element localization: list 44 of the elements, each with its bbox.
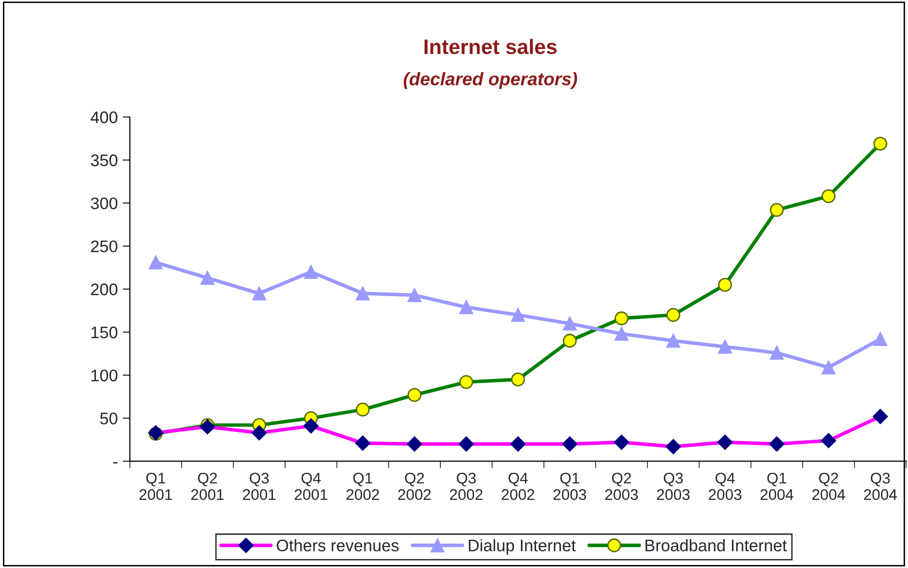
chart-subtitle: (declared operators): [404, 72, 578, 89]
y-tick-label: 150: [92, 326, 118, 338]
point: [666, 334, 680, 348]
point: [873, 332, 888, 346]
x-tick-label: Q4 2003: [708, 472, 742, 500]
point: [562, 316, 577, 330]
y-tick-label: 100: [92, 370, 118, 382]
y-tick-label: 50: [100, 412, 118, 424]
x-tick-label: Q3 2004: [864, 472, 897, 500]
x-tick-label: Q2 2004: [812, 472, 846, 500]
point: [614, 326, 628, 341]
point: [408, 288, 422, 302]
point: [148, 255, 163, 270]
point: [511, 308, 525, 322]
y-tick-label: 200: [91, 284, 118, 296]
legend-label: Broadband Internet: [646, 539, 787, 552]
y-tick-label: 350: [90, 154, 118, 166]
x-tick-label: Q1 2004: [760, 472, 794, 500]
point: [770, 346, 784, 360]
y-tick-label: 400: [90, 111, 118, 124]
x-tick-label: Q4 2002: [502, 472, 534, 500]
point: [252, 286, 266, 300]
x-tick-label: Q1 2003: [554, 472, 586, 500]
point: [356, 286, 370, 300]
x-tick-label: Q2 2003: [605, 472, 638, 500]
legend-label: Dialup Internet: [468, 539, 576, 555]
x-tick-label: Q3 2002: [450, 472, 482, 500]
y-tick-label: 300: [90, 197, 118, 210]
point: [718, 340, 732, 354]
point: [459, 300, 474, 314]
x-tick-label: Q3 2003: [657, 472, 690, 500]
y-tick-label: -: [113, 462, 118, 464]
x-tick-label: Q2 2002: [398, 472, 431, 500]
x-tick-label: Q4 2001: [294, 472, 328, 500]
x-tick-label: Q1 2002: [346, 472, 379, 500]
x-tick-label: Q1 2001: [140, 472, 172, 500]
point: [304, 264, 318, 279]
y-tick-label: 250: [91, 240, 118, 252]
x-tick-label: Q3 2001: [243, 472, 276, 500]
legend-label: Others revenues: [276, 539, 399, 552]
x-tick-label: Q2 2001: [191, 472, 224, 500]
point: [822, 360, 836, 374]
point: [200, 270, 214, 285]
chart-title: Internet sales: [424, 38, 557, 54]
